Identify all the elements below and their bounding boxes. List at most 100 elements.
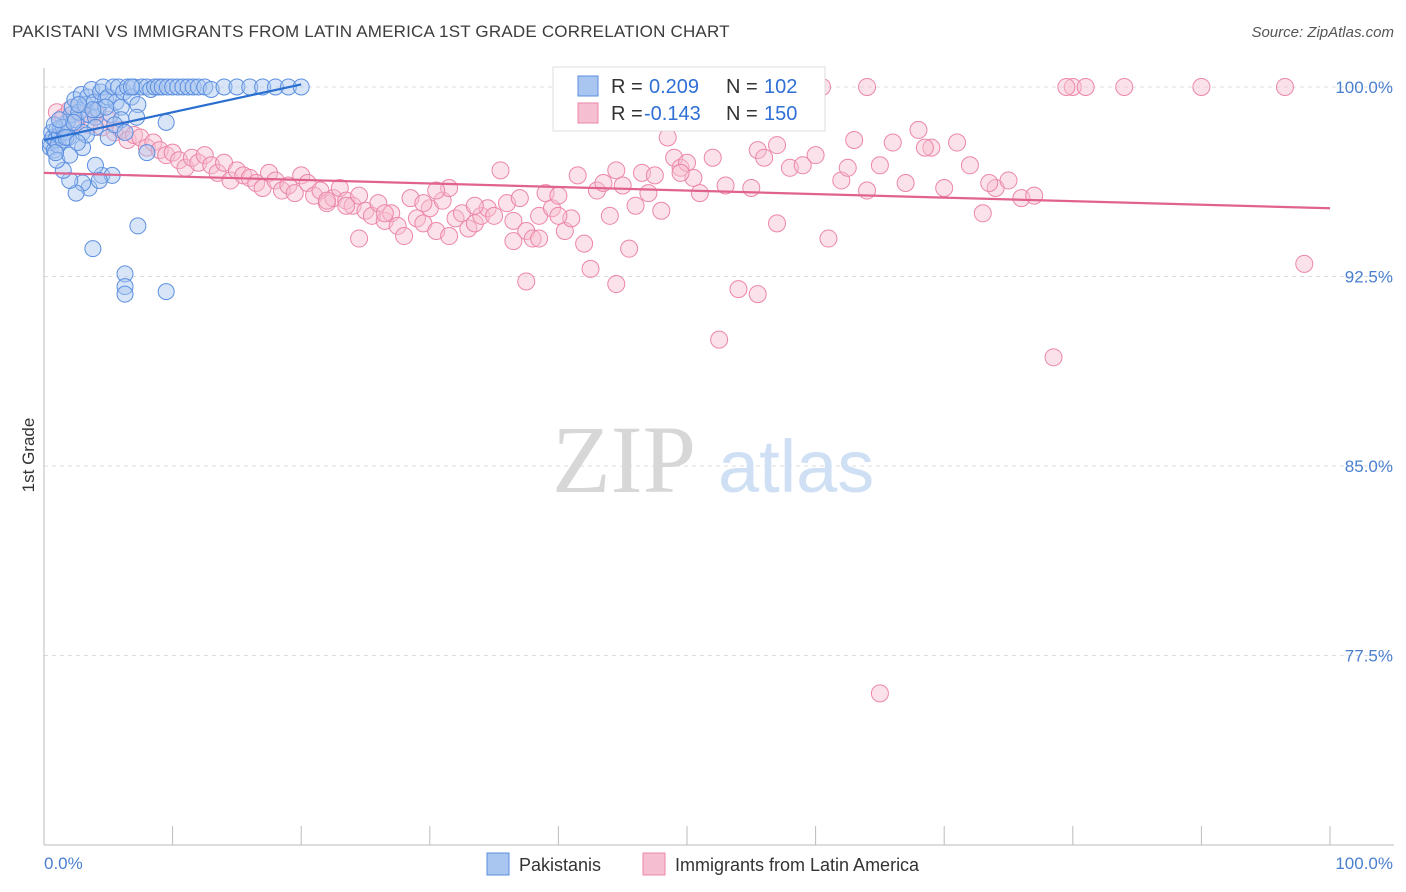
latin-america-point — [645, 166, 664, 185]
pakistani-point — [61, 171, 79, 189]
legend-n-label-2: N = — [726, 103, 758, 125]
latin-america-point — [530, 229, 549, 248]
latin-america-point — [935, 179, 954, 198]
pakistani-point — [158, 78, 176, 96]
pakistani-point — [47, 144, 65, 162]
legend-n-label-1: N = — [726, 76, 758, 98]
pakistani-point — [174, 78, 192, 96]
latin-america-point — [678, 153, 696, 172]
pakistani-point — [157, 113, 175, 131]
pakistani-point — [68, 134, 86, 152]
latin-america-point — [1076, 77, 1095, 96]
latin-america-point — [369, 194, 388, 213]
latin-america-point — [793, 156, 812, 175]
x-tick-label-min: 0.0% — [44, 854, 83, 873]
latin-america-point — [755, 148, 774, 167]
legend-r-value-2: -0.143 — [644, 103, 701, 125]
latin-america-point — [504, 232, 523, 251]
latin-america-point — [1057, 77, 1076, 96]
latin-america-point — [350, 229, 369, 248]
latin-america-point — [948, 133, 967, 152]
legend-r-label-2: R = — [611, 103, 643, 125]
latin-america-point — [870, 156, 889, 175]
pakistani-point — [119, 78, 137, 96]
latin-america-point — [575, 234, 594, 253]
latin-america-point — [626, 196, 645, 215]
pakistani-point — [138, 144, 156, 162]
latin-america-point — [485, 206, 504, 225]
latin-america-point — [337, 196, 356, 215]
pakistani-point — [61, 146, 79, 164]
latin-america-point — [671, 163, 690, 182]
latin-america-point — [768, 214, 787, 233]
latin-america-point — [742, 179, 761, 198]
pakistani-point — [84, 101, 102, 119]
pakistani-point — [153, 78, 171, 96]
watermark-atlas: atlas — [718, 425, 874, 508]
latin-america-point — [1192, 77, 1211, 96]
latin-america-point — [607, 275, 626, 294]
pakistani-point — [86, 156, 104, 174]
latin-america-point — [388, 216, 407, 235]
latin-america-point — [690, 184, 709, 203]
pakistani-point — [169, 78, 187, 96]
latin-america-point — [838, 158, 857, 177]
latin-america-point — [980, 173, 999, 192]
pakistani-point — [116, 123, 134, 141]
latin-america-point — [858, 77, 877, 96]
latin-america-point — [1275, 77, 1294, 96]
latin-america-point — [510, 189, 529, 208]
pakistani-point — [157, 283, 175, 301]
watermark: ZIP atlas — [552, 406, 874, 513]
latin-america-point — [472, 206, 491, 225]
pakistani-point — [84, 240, 102, 258]
latin-america-points — [47, 77, 1314, 703]
latin-america-point — [806, 146, 825, 165]
pakistani-trend-line — [43, 83, 302, 142]
latin-america-point — [768, 136, 787, 155]
y-tick-labels: 100.0% 92.5% 85.0% 77.5% — [1335, 78, 1393, 666]
latin-america-point — [819, 229, 838, 248]
pakistani-point — [184, 78, 202, 96]
latin-america-point — [845, 131, 864, 150]
legend-n-value-2: 150 — [764, 103, 797, 125]
latin-america-point — [163, 143, 182, 162]
legend-r-label-1: R = — [611, 76, 643, 98]
pakistani-point — [179, 78, 197, 96]
pakistani-point — [128, 108, 146, 126]
latin-america-point — [504, 211, 523, 230]
series-legend: Pakistanis Immigrants from Latin America — [486, 852, 920, 876]
latin-america-point — [909, 120, 928, 139]
series-swatch-pakistanis — [486, 852, 510, 876]
pakistani-point — [110, 78, 128, 96]
chart-title: PAKISTANI VS IMMIGRANTS FROM LATIN AMERI… — [12, 22, 730, 41]
latin-america-point — [465, 214, 484, 233]
latin-america-point — [395, 227, 414, 246]
pakistani-point — [116, 265, 134, 283]
latin-america-point — [748, 141, 767, 160]
pakistani-point — [74, 139, 92, 157]
legend-swatch-latin-america — [577, 102, 599, 124]
legend-swatch-pakistanis — [577, 75, 599, 97]
pakistani-point — [228, 78, 246, 96]
y-axis-label: 1st Grade — [19, 418, 38, 493]
y-tick-label: 77.5% — [1345, 646, 1393, 665]
y-tick-label: 92.5% — [1345, 267, 1393, 286]
latin-america-point — [549, 186, 568, 205]
latin-america-point — [523, 229, 542, 248]
latin-america-point — [639, 184, 658, 203]
latin-america-point — [414, 194, 433, 213]
latin-america-point — [870, 684, 889, 703]
latin-america-point — [960, 156, 979, 175]
pakistani-point — [164, 78, 182, 96]
watermark-zip: ZIP — [552, 406, 696, 513]
pakistani-point — [97, 98, 115, 116]
latin-america-point — [922, 138, 941, 157]
latin-america-point — [1115, 77, 1134, 96]
latin-america-point — [491, 161, 510, 180]
latin-america-point — [317, 191, 336, 210]
latin-america-point — [607, 161, 626, 180]
latin-america-point — [195, 146, 214, 165]
y-tick-label: 85.0% — [1345, 457, 1393, 476]
